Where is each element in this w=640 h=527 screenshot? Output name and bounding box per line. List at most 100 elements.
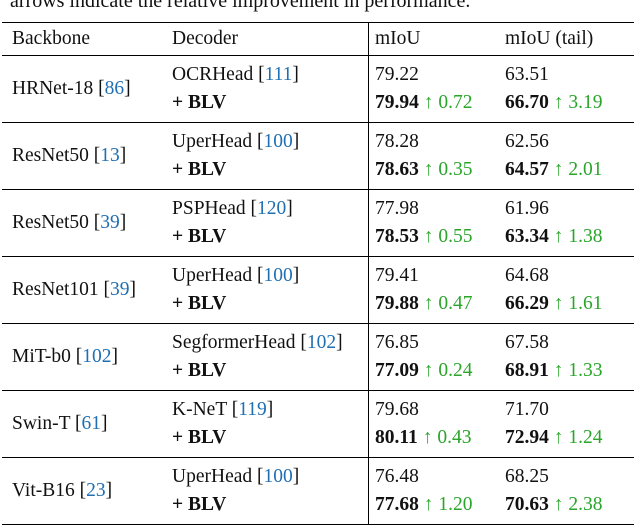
citation: 120 [257,198,287,219]
text: Swin-T [ [12,413,82,434]
text: ] [124,78,131,99]
text: ] [292,64,299,85]
decoder: UperHead [100] [172,466,299,487]
table-row: ResNet50 [39] PSPHead [120] + BLV 77.98 78.5… [2,189,634,257]
citation: 100 [263,131,293,152]
method: + BLV [172,159,227,180]
line: + BLV [172,357,368,385]
baseline-value: 61.96 [505,198,549,219]
citation: 100 [263,265,293,286]
gain: ↑ 0.47 [423,293,473,314]
backbone-cell: ResNet101 [39] [2,256,162,324]
blv-value: 64.57 [505,159,549,180]
line: + BLV [172,491,368,519]
line: + BLV [172,290,368,318]
line: UperHead [100] [172,463,368,491]
blv-value: 78.53 [375,226,419,247]
backbone-cell: ResNet50 [13] [2,122,162,190]
table-row: ResNet50 [13] UperHead [100] + BLV 78.28 78.… [2,122,634,190]
backbone: HRNet-18 [86] [12,78,131,99]
gain: ↑ 1.24 [553,427,603,448]
line: 66.70 ↑ 3.19 [505,89,634,117]
value-cell: 79.68 80.11 ↑ 0.43 [368,390,495,458]
text: ResNet50 [ [12,212,101,233]
blv-value: 70.63 [505,494,549,515]
line: OCRHead [111] [172,61,368,89]
backbone-cell: Swin-T [61] [2,390,162,458]
line: 64.57 ↑ 2.01 [505,156,634,184]
line: + BLV [172,89,368,117]
citation: 23 [86,480,106,501]
decoder-cell: K-NeT [119] + BLV [162,390,369,458]
line: 72.94 ↑ 1.24 [505,424,634,452]
text: ResNet50 [ [12,145,101,166]
text: Vit-B16 [ [12,480,87,501]
decoder: UperHead [100] [172,131,299,152]
citation: 119 [238,399,267,420]
backbone: ResNet50 [39] [12,212,126,233]
baseline-value: 76.85 [375,332,419,353]
baseline-value: 71.70 [505,399,549,420]
value-cell: 61.96 63.34 ↑ 1.38 [495,189,634,257]
backbone: ResNet50 [13] [12,145,126,166]
baseline-value: 63.51 [505,64,549,85]
value-cell: 62.56 64.57 ↑ 2.01 [495,122,634,190]
value-cell: 78.28 78.63 ↑ 0.35 [368,122,495,190]
text: ] [266,399,274,420]
blv-value: 63.34 [505,226,549,247]
line: UperHead [100] [172,262,368,290]
value-cell: 64.68 66.29 ↑ 1.61 [495,256,634,324]
line: 79.88 ↑ 0.47 [375,290,495,318]
decoder-cell: PSPHead [120] + BLV [162,189,369,257]
backbone: Swin-T [61] [12,413,108,434]
gain: ↑ 0.43 [422,427,472,448]
table-row: MiT-b0 [102] SegformerHead [102] + BLV 76.8… [2,323,634,391]
gain: ↑ 3.19 [553,92,603,113]
decoder: SegformerHead [102] [172,332,343,353]
text: ] [101,413,108,434]
backbone-cell: HRNet-18 [86] [2,55,162,123]
line: UperHead [100] [172,128,368,156]
baseline-value: 78.28 [375,131,419,152]
backbone-cell: ResNet50 [39] [2,189,162,257]
text: ] [336,332,343,353]
value-cell: 77.98 78.53 ↑ 0.55 [368,189,495,257]
text: ] [286,198,293,219]
baseline-value: 67.58 [505,332,549,353]
baseline-value: 77.98 [375,198,419,219]
citation: 39 [110,279,130,300]
text: UperHead [ [172,131,264,152]
text: MiT-b0 [ [12,346,83,367]
header-cell: Decoder [162,22,369,56]
baseline-value: 76.48 [375,466,419,487]
blv-value: 80.11 [375,427,418,448]
line: 78.63 ↑ 0.35 [375,156,495,184]
line: 78.53 ↑ 0.55 [375,223,495,251]
value-cell: 76.85 77.09 ↑ 0.24 [368,323,495,391]
citation: 111 [264,64,293,85]
method: + BLV [172,226,227,247]
gain: ↑ 1.61 [553,293,603,314]
text: ResNet101 [ [12,279,111,300]
backbone: ResNet101 [39] [12,279,136,300]
decoder: UperHead [100] [172,265,299,286]
decoder: K-NeT [119] [172,399,273,420]
blv-value: 66.29 [505,293,549,314]
line: 68.91 ↑ 1.33 [505,357,634,385]
decoder: OCRHead [111] [172,64,299,85]
gain: ↑ 0.55 [423,226,473,247]
gain: ↑ 0.35 [423,159,473,180]
method: + BLV [172,360,227,381]
citation: 86 [104,78,125,99]
line: 77.09 ↑ 0.24 [375,357,495,385]
method: + BLV [172,92,227,113]
blv-value: 72.94 [505,427,549,448]
header-row: Backbone Decoder mIoU mIoU (tail) [2,22,634,56]
value-cell: 71.70 72.94 ↑ 1.24 [495,390,634,458]
decoder: PSPHead [120] [172,198,293,219]
gain: ↑ 0.24 [423,360,473,381]
text: UperHead [ [172,265,264,286]
decoder-cell: UperHead [100] + BLV [162,122,369,190]
baseline-value: 79.22 [375,64,419,85]
